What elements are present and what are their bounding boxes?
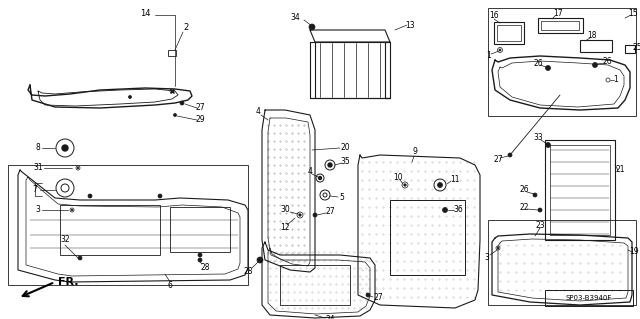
Circle shape — [538, 208, 542, 212]
Circle shape — [78, 256, 82, 260]
Text: 32: 32 — [60, 235, 70, 244]
Bar — [168, 50, 176, 56]
Text: 28: 28 — [200, 263, 210, 272]
Circle shape — [129, 95, 131, 99]
Text: 2: 2 — [184, 24, 189, 33]
Bar — [280, 265, 350, 305]
Text: 12: 12 — [280, 224, 290, 233]
Circle shape — [71, 209, 73, 211]
Bar — [541, 21, 579, 30]
Text: 35: 35 — [340, 158, 350, 167]
Bar — [538, 18, 583, 33]
Text: 19: 19 — [629, 248, 639, 256]
Text: 22: 22 — [519, 204, 529, 212]
Bar — [580, 40, 612, 52]
Text: 33: 33 — [533, 133, 543, 143]
Text: 23: 23 — [535, 220, 545, 229]
Circle shape — [497, 247, 499, 249]
Text: 21: 21 — [615, 166, 625, 174]
Text: 11: 11 — [451, 175, 460, 184]
Circle shape — [180, 101, 184, 105]
Text: 25: 25 — [632, 43, 640, 53]
Text: 3: 3 — [36, 205, 40, 214]
Circle shape — [198, 258, 202, 262]
Text: 7: 7 — [33, 186, 37, 195]
Bar — [8, 165, 248, 285]
Text: 28: 28 — [243, 268, 253, 277]
Text: 18: 18 — [588, 31, 596, 40]
Circle shape — [198, 253, 202, 257]
Circle shape — [319, 176, 321, 180]
Text: 17: 17 — [553, 9, 563, 18]
Text: 8: 8 — [36, 144, 40, 152]
Circle shape — [88, 194, 92, 198]
Circle shape — [499, 49, 501, 51]
Text: 6: 6 — [168, 280, 172, 290]
Text: 27: 27 — [195, 103, 205, 113]
Text: 1: 1 — [614, 76, 618, 85]
Text: 26: 26 — [519, 186, 529, 195]
Text: 26: 26 — [533, 60, 543, 69]
Circle shape — [299, 214, 301, 216]
Text: 36: 36 — [453, 205, 463, 214]
Text: 1: 1 — [486, 50, 492, 60]
Circle shape — [545, 65, 550, 70]
Circle shape — [438, 182, 442, 188]
Bar — [497, 25, 521, 41]
Circle shape — [328, 163, 332, 167]
Circle shape — [442, 207, 447, 212]
Text: 9: 9 — [413, 147, 417, 157]
Bar — [488, 8, 636, 116]
Circle shape — [173, 114, 177, 116]
Text: 4: 4 — [255, 108, 260, 116]
Text: FR.: FR. — [58, 277, 78, 287]
Circle shape — [508, 153, 512, 157]
Bar — [625, 45, 635, 53]
Bar — [545, 140, 615, 240]
Circle shape — [313, 213, 317, 217]
Text: 13: 13 — [405, 20, 415, 29]
Text: 3: 3 — [484, 254, 490, 263]
Text: 10: 10 — [393, 174, 403, 182]
Bar — [170, 207, 230, 252]
Circle shape — [366, 293, 370, 297]
Text: 26: 26 — [602, 57, 612, 66]
Circle shape — [404, 184, 406, 186]
Text: SP03-B3940F: SP03-B3940F — [566, 295, 612, 301]
Text: 27: 27 — [373, 293, 383, 302]
Text: 31: 31 — [33, 164, 43, 173]
Text: 29: 29 — [195, 115, 205, 124]
Bar — [60, 205, 160, 255]
Text: 34: 34 — [290, 13, 300, 23]
Text: 24: 24 — [325, 315, 335, 319]
Text: 27: 27 — [325, 207, 335, 217]
Bar — [488, 220, 636, 305]
Text: 5: 5 — [340, 194, 344, 203]
Circle shape — [158, 194, 162, 198]
Circle shape — [593, 63, 598, 68]
Circle shape — [309, 24, 315, 30]
Text: 15: 15 — [628, 10, 638, 19]
Bar — [550, 145, 610, 235]
Text: 20: 20 — [340, 144, 350, 152]
Text: 30: 30 — [280, 205, 290, 214]
Circle shape — [545, 143, 550, 147]
Bar — [390, 200, 465, 275]
Text: 4: 4 — [308, 167, 312, 176]
Text: 14: 14 — [140, 9, 150, 18]
Circle shape — [533, 193, 537, 197]
Bar — [545, 290, 633, 306]
Bar — [494, 22, 524, 44]
Circle shape — [77, 167, 79, 169]
Circle shape — [62, 145, 68, 151]
Text: 16: 16 — [489, 11, 499, 20]
Circle shape — [257, 257, 263, 263]
Text: 27: 27 — [493, 155, 503, 165]
